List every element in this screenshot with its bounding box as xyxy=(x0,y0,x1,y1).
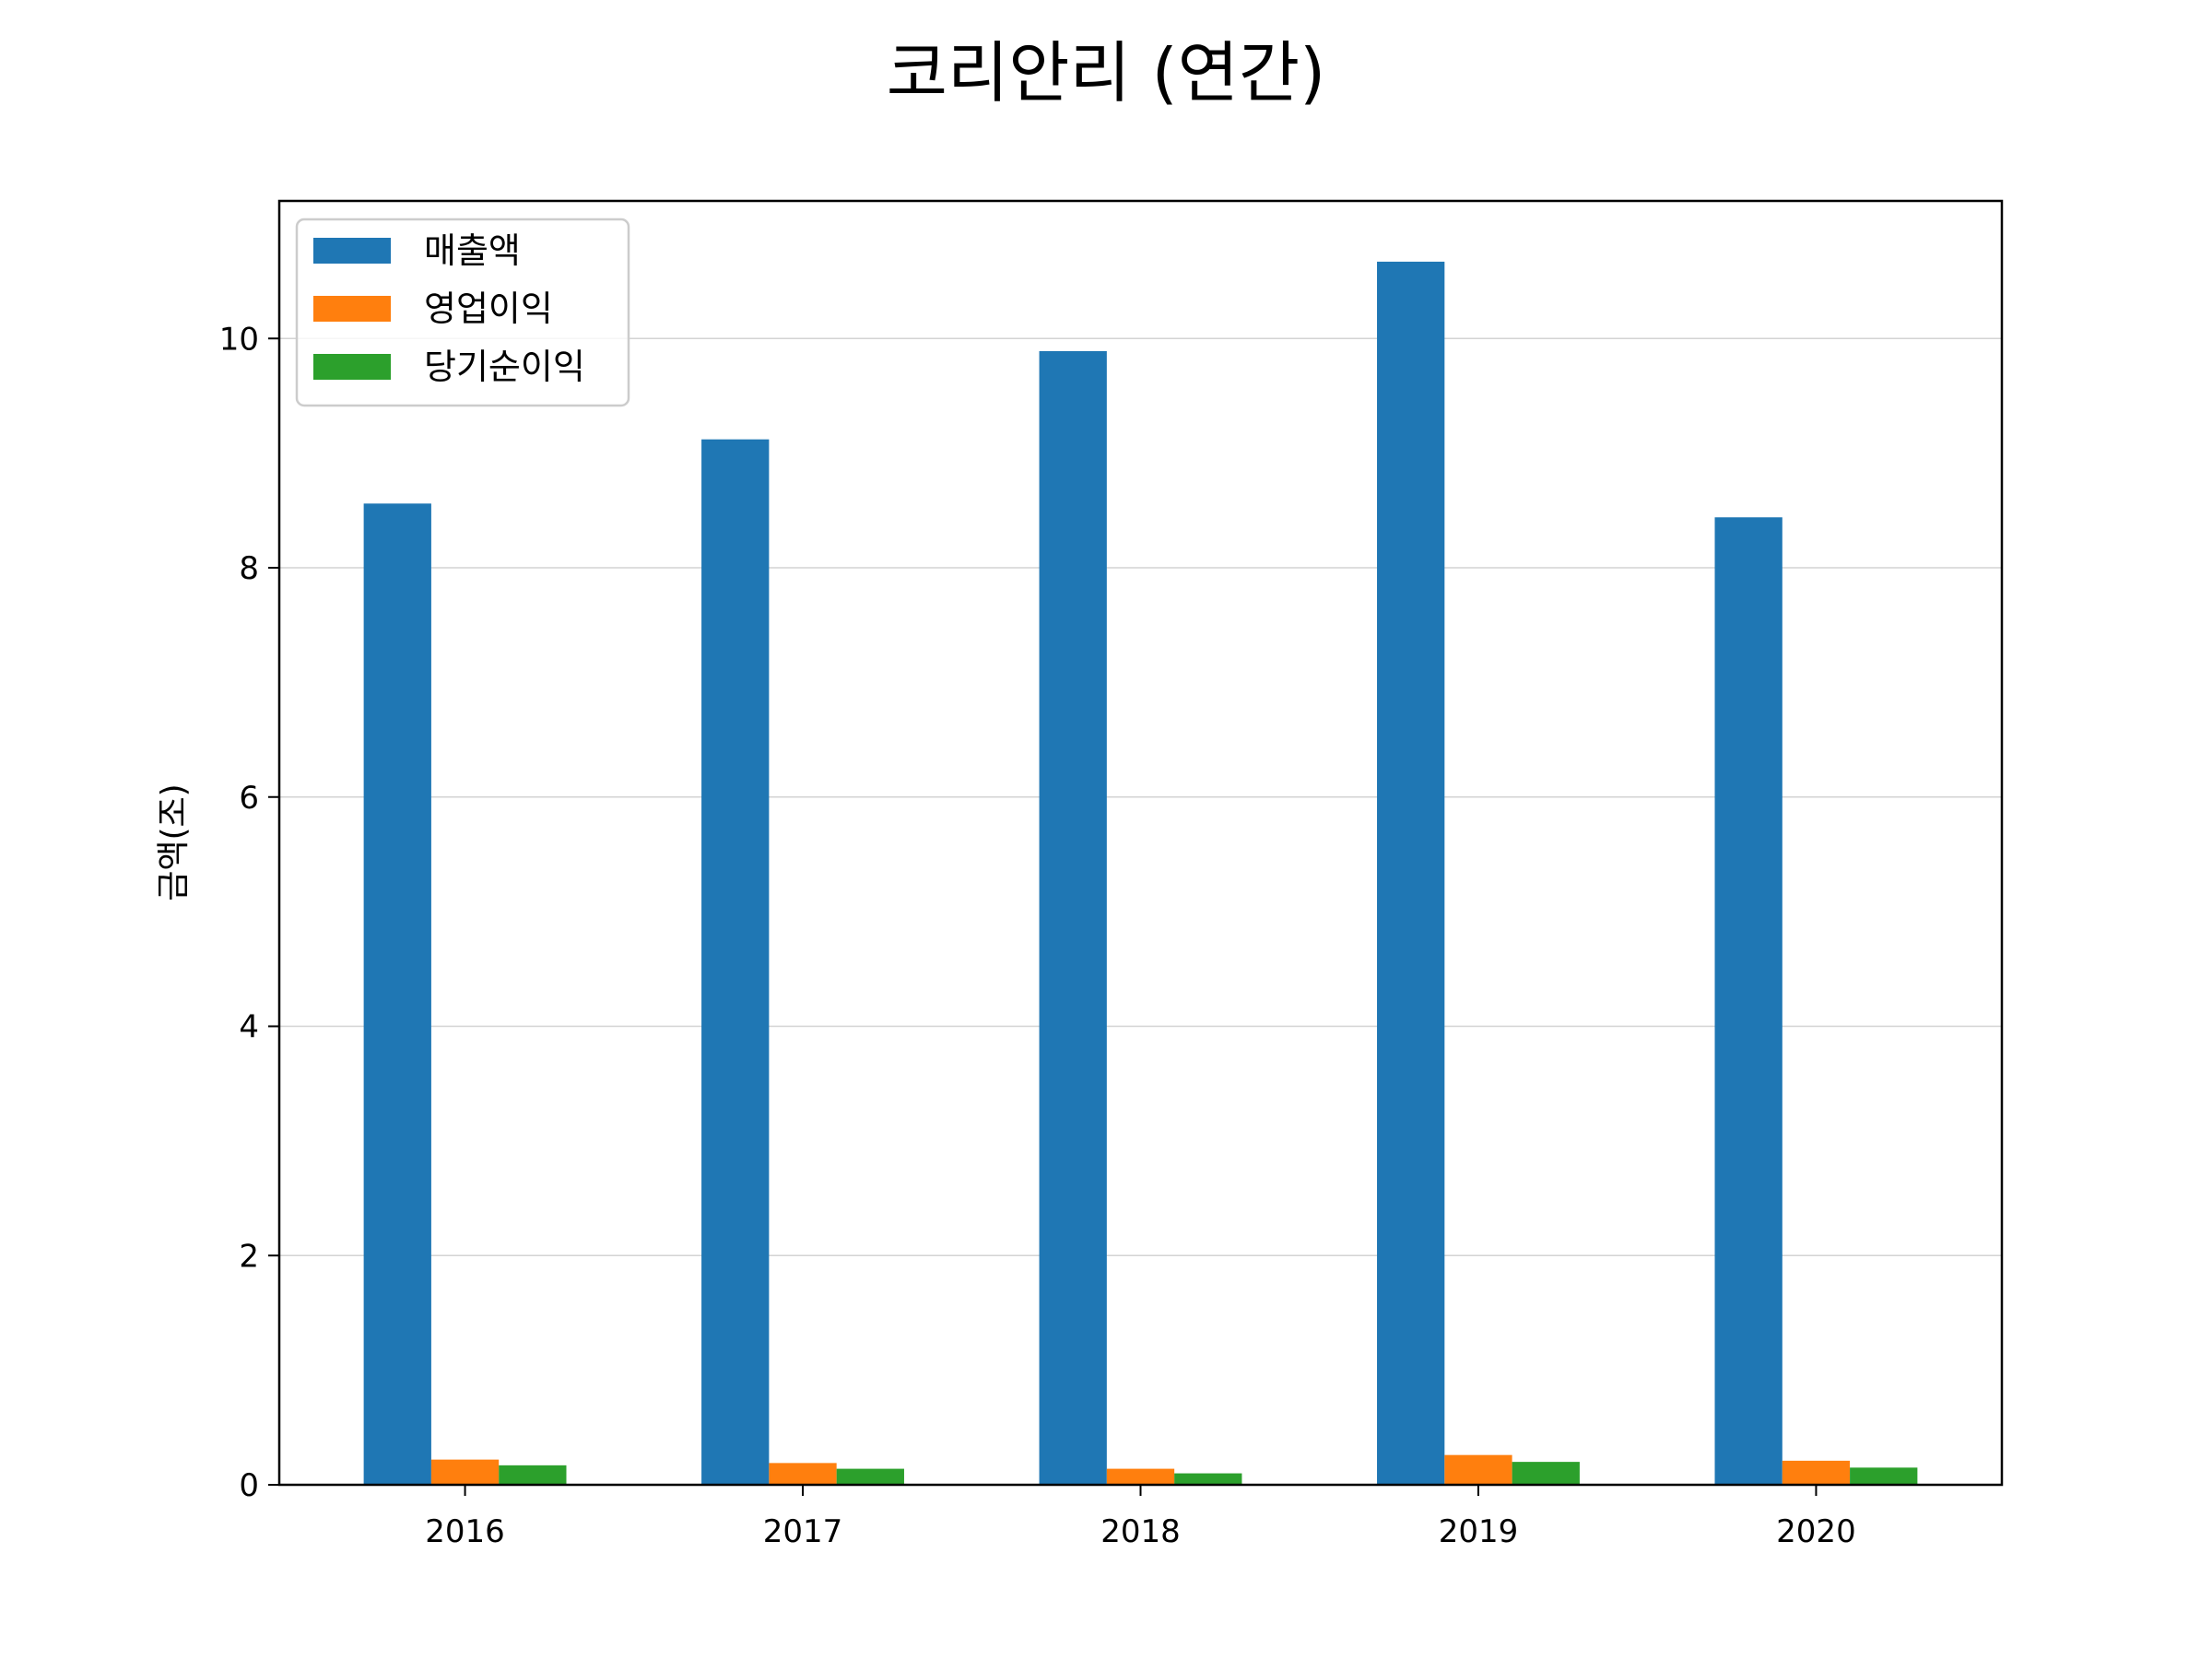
bar-당기순이익-2019 xyxy=(1512,1462,1580,1485)
bar-영업이익-2018 xyxy=(1106,1468,1175,1485)
x-axis: 2016 2017 2018 2019 2020 xyxy=(425,1485,1856,1550)
x-tick-label-2018: 2018 xyxy=(1100,1513,1181,1550)
y-axis: 0 2 4 6 8 10 xyxy=(219,321,279,1504)
legend-swatch-당기순이익 xyxy=(313,354,391,380)
x-tick-label-2017: 2017 xyxy=(763,1513,843,1550)
bar-영업이익-2017 xyxy=(769,1463,837,1485)
bar-매출액-2018 xyxy=(1039,350,1107,1485)
bar-당기순이익-2018 xyxy=(1174,1473,1242,1485)
bar-매출액-2019 xyxy=(1377,261,1445,1486)
x-tick-label-2020: 2020 xyxy=(1776,1513,1856,1550)
legend-label-매출액: 매출액 xyxy=(424,230,521,271)
y-tick-label-8: 8 xyxy=(239,550,259,587)
bar-영업이익-2019 xyxy=(1444,1454,1512,1485)
legend-swatch-매출액 xyxy=(313,238,391,264)
y-tick-label-2: 2 xyxy=(239,1238,259,1275)
x-tick-label-2016: 2016 xyxy=(425,1513,505,1550)
bar-매출액-2020 xyxy=(1714,517,1783,1485)
y-axis-label: 금액(조) xyxy=(155,783,193,900)
y-tick-label-6: 6 xyxy=(239,780,259,817)
bar-매출액-2017 xyxy=(701,439,770,1486)
y-tick-label-10: 10 xyxy=(219,321,259,358)
chart-title: 코리안리 (연간) xyxy=(886,34,1326,112)
bar-당기순이익-2016 xyxy=(499,1465,567,1485)
bar-당기순이익-2017 xyxy=(836,1468,904,1485)
legend-swatch-영업이익 xyxy=(313,296,391,322)
bars xyxy=(363,261,1918,1486)
legend-label-영업이익: 영업이익 xyxy=(424,288,553,329)
legend-label-당기순이익: 당기순이익 xyxy=(424,347,585,387)
x-tick-label-2019: 2019 xyxy=(1439,1513,1519,1550)
y-tick-label-0: 0 xyxy=(239,1467,259,1504)
bar-당기순이익-2020 xyxy=(1850,1467,1918,1485)
y-tick-label-4: 4 xyxy=(239,1009,259,1046)
bar-영업이익-2016 xyxy=(430,1459,500,1485)
bar-매출액-2016 xyxy=(363,503,431,1485)
bar-영업이익-2020 xyxy=(1782,1460,1851,1485)
